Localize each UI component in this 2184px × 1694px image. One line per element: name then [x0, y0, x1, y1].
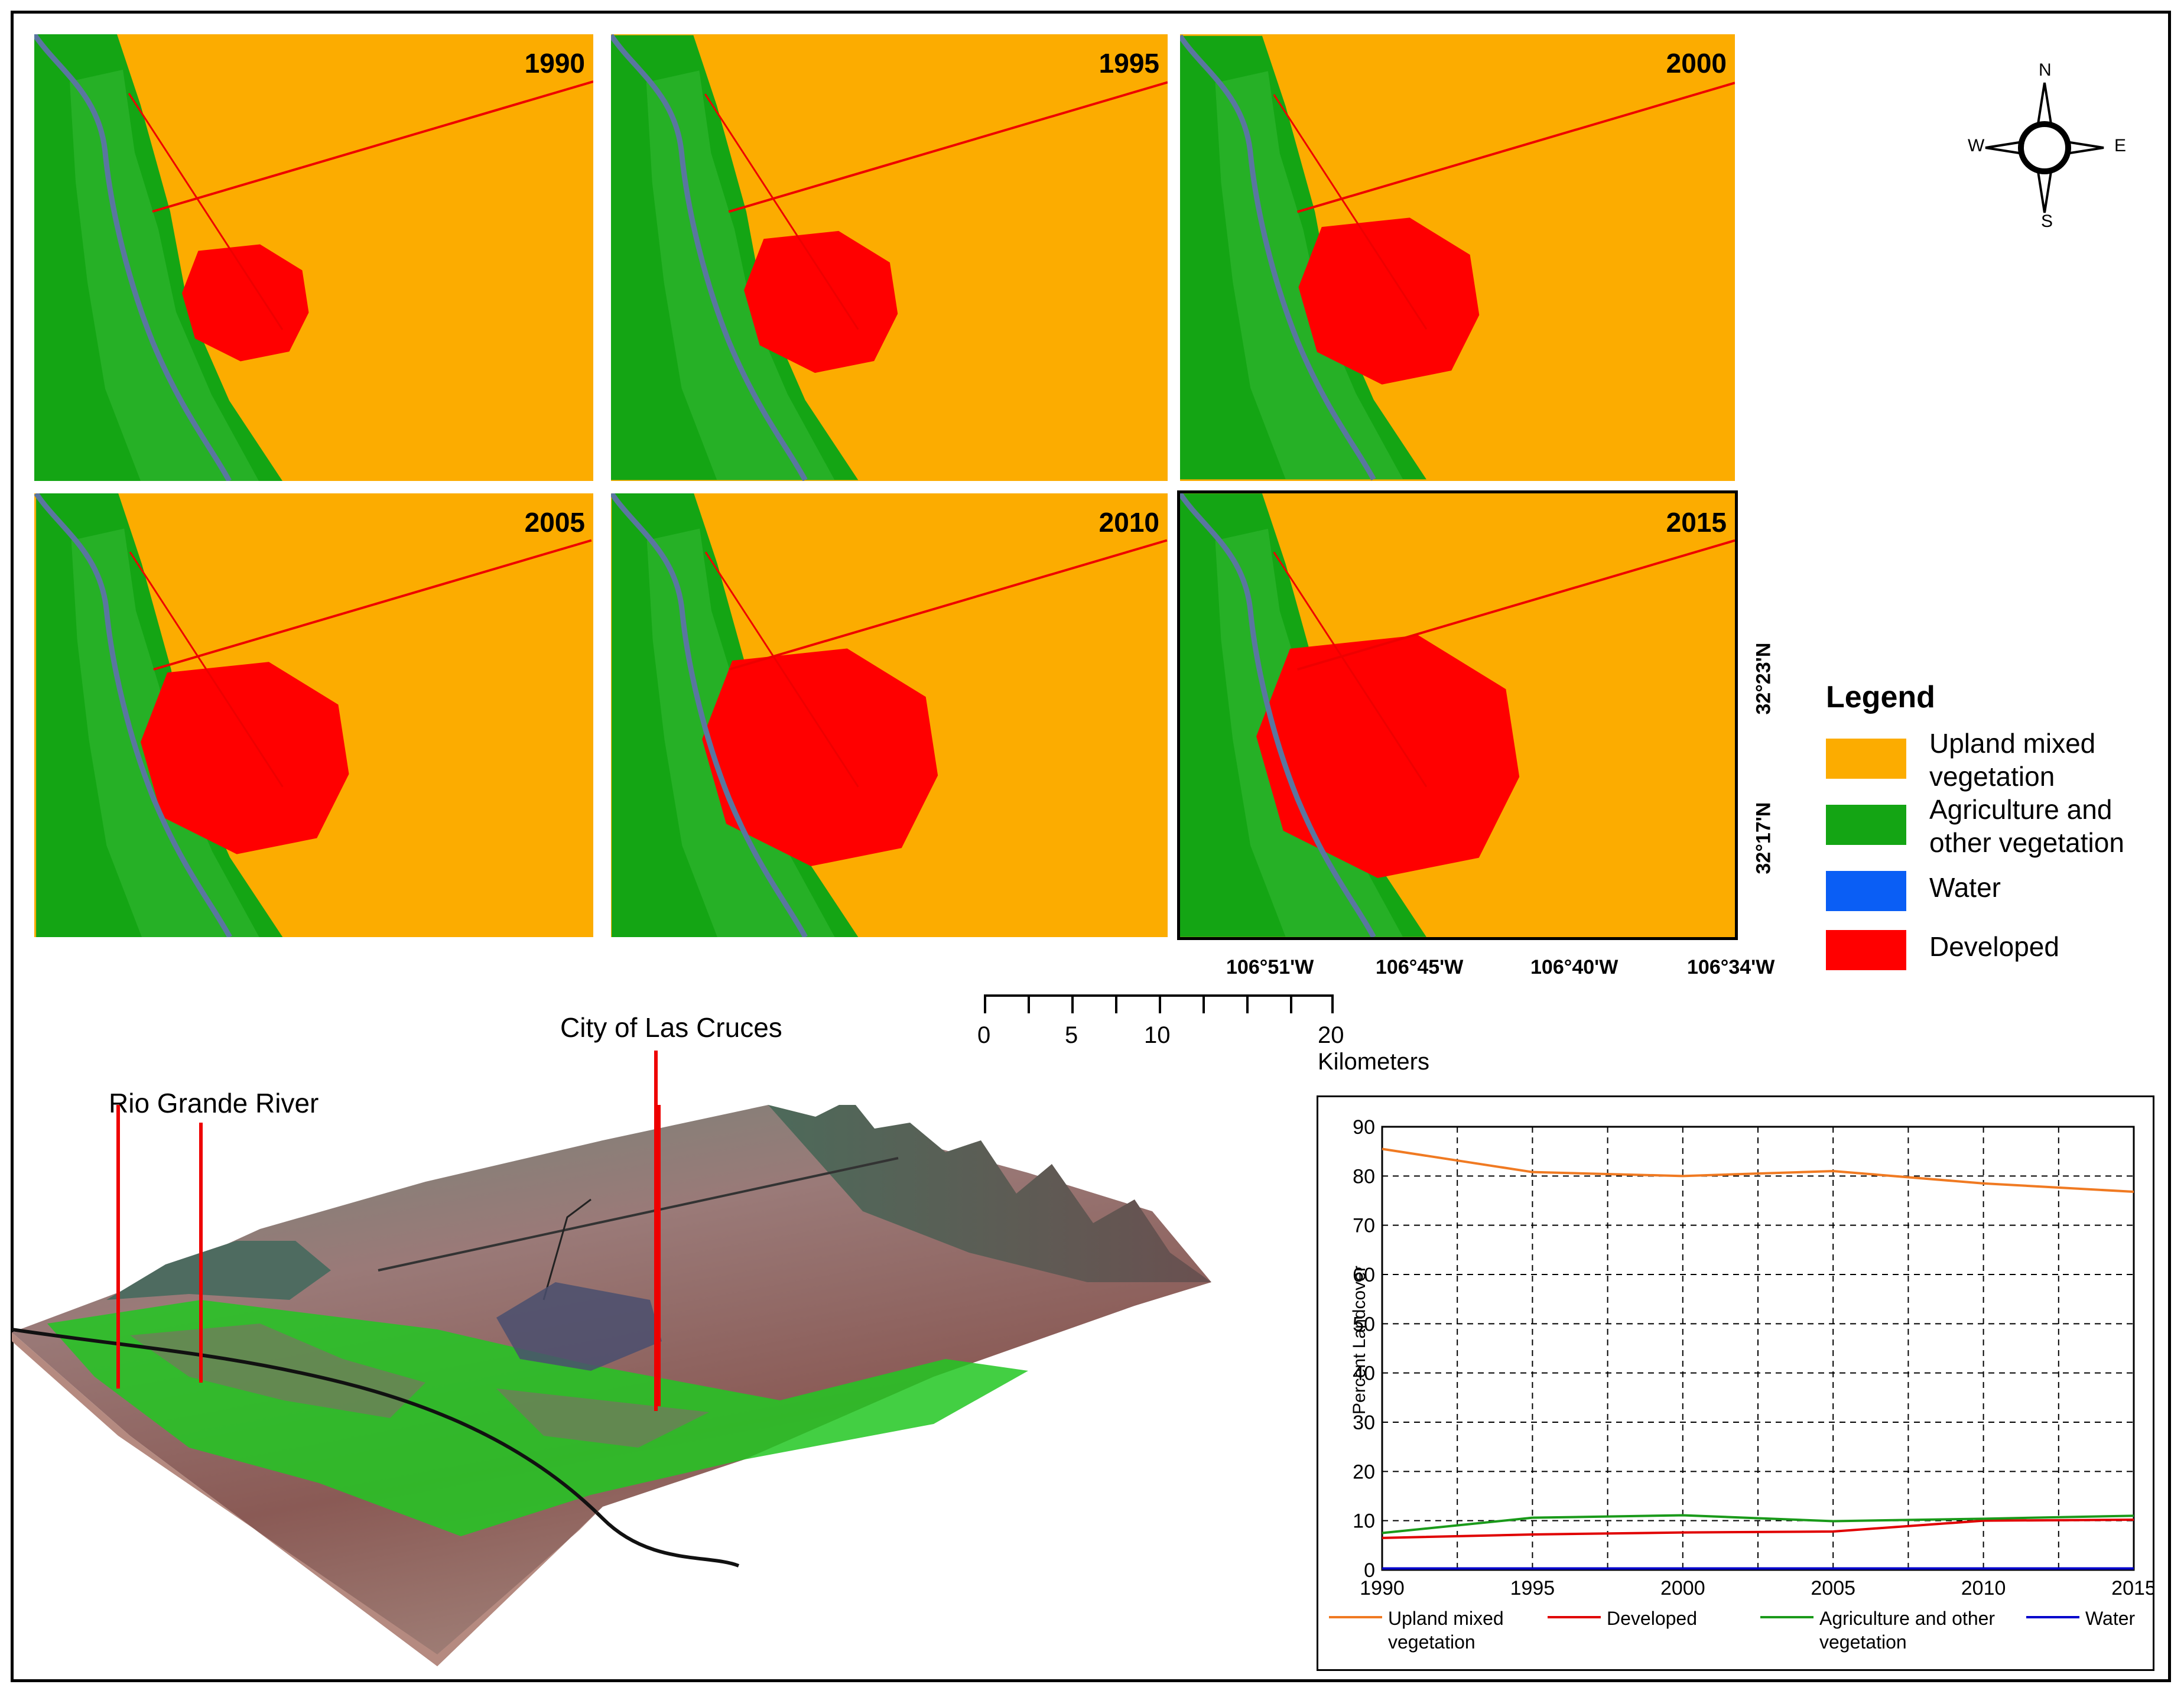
chart-ytick-label: 80 — [1353, 1165, 1375, 1188]
legend-item-upland: Upland mixed vegetation — [1826, 727, 2169, 793]
legend-swatch-upland — [1826, 739, 1906, 779]
chart-ytick-label: 70 — [1353, 1215, 1375, 1237]
leader-line-city — [654, 1051, 658, 1411]
scale-bar: 0 5 10 20 Kilometers — [969, 987, 1429, 1075]
map-year-2000: 2000 — [1666, 48, 1727, 79]
landcover-map-1990: 1990 — [34, 34, 593, 481]
legend-label-upland: Upland mixed vegetation — [1929, 728, 2096, 792]
chart-series-line-1 — [1382, 1519, 2134, 1539]
chart-legend-water: Water — [2085, 1608, 2136, 1629]
label-rio-grande: Rio Grande River — [109, 1088, 319, 1119]
chart-ytick-label: 40 — [1353, 1363, 1375, 1385]
lon-label-1: 106°51'W — [1226, 956, 1314, 978]
chart-ytick-label: 50 — [1353, 1313, 1375, 1335]
chart-ylabel: Percent Landcover — [1350, 1266, 1369, 1415]
chart-ytick-label: 30 — [1353, 1412, 1375, 1434]
map-legend: Legend Upland mixed vegetation Agricultu… — [1826, 679, 2169, 977]
lon-label-4: 106°34'W — [1687, 956, 1775, 978]
landcover-map-2000: 2000 — [1180, 34, 1735, 481]
chart-series-line-0 — [1382, 1147, 2134, 1193]
landcover-chart: 0 10 20 30 40 50 60 70 80 90 1990 1995 2000 2005 2010 2… — [1317, 1095, 2156, 1671]
landcover-map-2005: 2005 — [34, 493, 593, 937]
chart-ytick-label: 20 — [1353, 1461, 1375, 1483]
north-arrow: N S W E — [1968, 60, 2126, 239]
scale-label-20: 20 Kilometers — [1318, 1022, 1429, 1075]
chart-legend-agriculture: Agriculture and other vegetation — [1819, 1608, 1996, 1653]
lat-label-1: 32°23'N — [1752, 642, 1775, 715]
chart-legend-upland: Upland mixed vegetation — [1388, 1608, 1504, 1653]
landcover-map-2015: 2015 — [1177, 490, 1738, 940]
leader-line-river — [199, 1123, 203, 1383]
chart-xtick-label: 2005 — [1811, 1577, 1855, 1599]
lon-label-2: 106°45'W — [1376, 956, 1464, 978]
chart-ytick-label: 10 — [1353, 1510, 1375, 1533]
chart-ytick-label: 90 — [1353, 1116, 1375, 1139]
chart-ytick-label: 0 — [1364, 1559, 1375, 1582]
chart-xtick-label: 1995 — [1510, 1577, 1555, 1599]
chart-xtick-label: 2010 — [1961, 1577, 2006, 1599]
terrain-view — [11, 1058, 1217, 1678]
chart-legend-developed: Developed — [1607, 1608, 1697, 1629]
figure-frame — [11, 11, 2171, 1682]
legend-swatch-agriculture — [1826, 805, 1906, 845]
legend-item-water: Water — [1826, 859, 2169, 918]
chart-xtick-label: 2000 — [1660, 1577, 1705, 1599]
scale-label-10: 10 — [1144, 1022, 1171, 1048]
scale-label-0: 0 — [977, 1022, 991, 1048]
legend-item-developed: Developed — [1826, 918, 2169, 977]
chart-ytick-label: 60 — [1353, 1264, 1375, 1286]
legend-label-developed: Developed — [1929, 931, 2059, 962]
landcover-map-1995: 1995 — [611, 34, 1168, 481]
legend-label-agriculture: Agriculture and other vegetation — [1929, 794, 2124, 858]
chart-xtick-label: 1990 — [1360, 1577, 1405, 1599]
map-year-2010: 2010 — [1098, 507, 1159, 538]
legend-label-water: Water — [1929, 872, 2001, 903]
landcover-map-2010: 2010 — [611, 493, 1168, 937]
map-year-2015: 2015 — [1666, 507, 1727, 538]
legend-title: Legend — [1826, 680, 1935, 714]
compass-w: W — [1968, 136, 1985, 155]
chart-series-line-2 — [1382, 1514, 2134, 1534]
legend-item-agriculture: Agriculture and other vegetation — [1826, 793, 2169, 859]
compass-e: E — [2114, 136, 2127, 155]
lat-label-2: 32°17'N — [1752, 802, 1775, 874]
lon-label-3: 106°40'W — [1530, 956, 1618, 978]
compass-s: S — [2041, 212, 2053, 231]
map-year-2005: 2005 — [524, 507, 585, 538]
map-year-1995: 1995 — [1098, 48, 1159, 79]
scale-label-5: 5 — [1065, 1022, 1078, 1048]
landcover-chart-svg: 0 10 20 30 40 50 60 70 80 90 1990 1995 2000 2005 2010 2… — [1329, 1116, 2156, 1618]
legend-swatch-water — [1826, 871, 1906, 911]
compass-n: N — [2039, 60, 2052, 80]
chart-xtick-label: 2015 — [2111, 1577, 2153, 1599]
legend-swatch-developed — [1826, 930, 1906, 970]
map-year-1990: 1990 — [524, 48, 585, 79]
label-las-cruces: City of Las Cruces — [560, 1012, 782, 1043]
